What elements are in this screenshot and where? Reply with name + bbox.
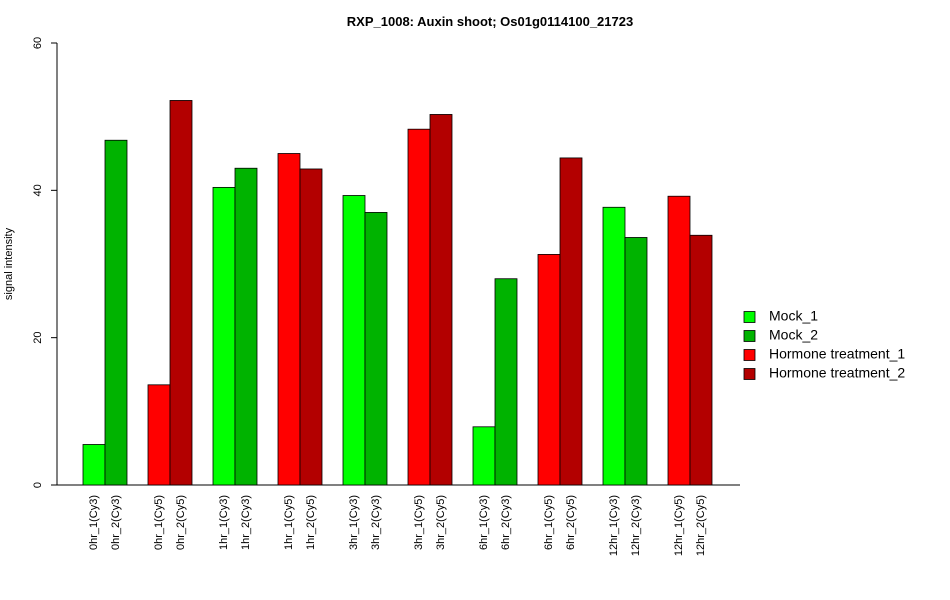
x-tick-label: 3hr_2(Cy3): [370, 495, 382, 550]
x-tick-label: 3hr_1(Cy3): [348, 495, 360, 550]
bar-6hr_1(Cy3): [472, 426, 496, 486]
legend-label: Hormone treatment_2: [769, 365, 905, 381]
bar-6hr_2(Cy5): [559, 157, 583, 486]
y-tick-label: 60: [32, 37, 44, 49]
bar-0hr_2(Cy5): [169, 100, 193, 486]
bar-12hr_2(Cy5): [689, 234, 713, 486]
bar-12hr_1(Cy3): [602, 206, 626, 486]
bar-6hr_1(Cy5): [537, 254, 561, 486]
bar-3hr_2(Cy5): [429, 114, 453, 486]
x-tick-label: 1hr_1(Cy5): [283, 495, 295, 550]
y-tick-label: 0: [32, 482, 44, 488]
bar-1hr_2(Cy3): [234, 167, 258, 486]
x-tick-label: 0hr_1(Cy5): [153, 495, 165, 550]
x-tick-label: 12hr_1(Cy3): [608, 495, 620, 556]
legend-swatch: [743, 368, 756, 380]
x-tick-label: 12hr_1(Cy5): [673, 495, 685, 556]
x-tick-label: 1hr_2(Cy5): [305, 495, 317, 550]
y-axis: 0 20 40 60: [32, 37, 58, 488]
legend-label: Mock_1: [769, 308, 818, 324]
x-tick-label: 0hr_2(Cy5): [175, 495, 187, 550]
bar-0hr_1(Cy3): [82, 444, 106, 486]
x-tick-labels: 0hr_1(Cy3) 0hr_2(Cy3) 0hr_1(Cy5) 0hr_2(Cy5)…: [88, 495, 707, 556]
x-tick-label: 6hr_2(Cy3): [500, 495, 512, 550]
bar-6hr_2(Cy3): [494, 278, 518, 486]
x-tick-label: 6hr_1(Cy3): [478, 495, 490, 550]
bar-0hr_1(Cy5): [147, 384, 171, 486]
legend-label: Hormone treatment_1: [769, 346, 905, 362]
legend-swatch: [743, 311, 756, 323]
legend-swatch: [743, 330, 756, 342]
x-tick-label: 3hr_2(Cy5): [435, 495, 447, 550]
y-tick-label: 40: [32, 184, 44, 196]
y-axis-label: signal intensity: [3, 227, 15, 300]
bar-3hr_1(Cy5): [407, 128, 431, 486]
x-tick-label: 0hr_2(Cy3): [110, 495, 122, 550]
legend-label: Mock_2: [769, 327, 818, 343]
bar-12hr_2(Cy3): [624, 237, 648, 486]
x-tick-label: 1hr_1(Cy3): [218, 495, 230, 550]
bar-0hr_2(Cy3): [104, 139, 128, 486]
bar-1hr_1(Cy5): [277, 153, 301, 486]
x-tick-label: 0hr_1(Cy3): [88, 495, 100, 550]
bar-3hr_2(Cy3): [364, 212, 388, 486]
bar-3hr_1(Cy3): [342, 195, 366, 486]
x-tick-label: 6hr_2(Cy5): [565, 495, 577, 550]
bar-12hr_1(Cy5): [667, 195, 691, 486]
bars: [82, 100, 713, 486]
legend-swatch: [743, 349, 756, 361]
y-tick-label: 20: [32, 332, 44, 344]
bar-1hr_1(Cy3): [212, 186, 236, 486]
chart-title: RXP_1008: Auxin shoot; Os01g0114100_2172…: [347, 14, 633, 29]
x-tick-label: 12hr_2(Cy3): [630, 495, 642, 556]
x-tick-label: 1hr_2(Cy3): [240, 495, 252, 550]
x-tick-label: 12hr_2(Cy5): [695, 495, 707, 556]
legend: Mock_1 Mock_2 Hormone treatment_1 Hormone t…: [743, 308, 905, 381]
x-tick-label: 3hr_1(Cy5): [413, 495, 425, 550]
bar-1hr_2(Cy5): [299, 168, 323, 486]
x-tick-label: 6hr_1(Cy5): [543, 495, 555, 550]
